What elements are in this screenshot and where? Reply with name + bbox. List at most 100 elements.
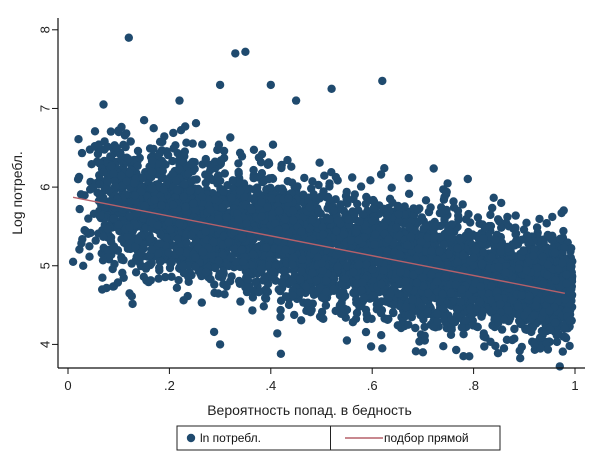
- scatter-point: [511, 211, 520, 220]
- scatter-point: [284, 300, 294, 310]
- scatter-point: [351, 227, 361, 237]
- scatter-point: [219, 187, 228, 196]
- scatter-point: [497, 223, 506, 232]
- scatter-point: [374, 257, 383, 266]
- scatter-point: [320, 171, 329, 180]
- scatter-point: [248, 293, 258, 302]
- scatter-point: [439, 342, 448, 351]
- scatter-point: [539, 328, 548, 337]
- scatter-point: [172, 283, 182, 292]
- scatter-point: [155, 149, 164, 158]
- scatter-point: [353, 199, 362, 209]
- scatter-point: [432, 277, 442, 286]
- scatter-point: [432, 309, 442, 318]
- scatter-point: [114, 220, 123, 229]
- scatter-point: [449, 203, 459, 212]
- scatter-point: [561, 332, 570, 342]
- scatter-point: [451, 280, 461, 289]
- scatter-point: [260, 274, 269, 283]
- scatter-point: [479, 248, 488, 257]
- scatter-point: [480, 223, 490, 233]
- scatter-point: [154, 274, 163, 283]
- scatter-point: [361, 327, 371, 337]
- scatter-point: [274, 285, 283, 294]
- scatter-point: [80, 191, 89, 200]
- scatter-point: [227, 193, 236, 203]
- scatter-point: [263, 287, 273, 296]
- scatter-point: [447, 315, 456, 324]
- scatter-point: [394, 210, 403, 219]
- scatter-point: [562, 270, 571, 279]
- scatter-point: [179, 192, 188, 201]
- scatter-point: [554, 329, 563, 338]
- scatter-point: [287, 239, 296, 248]
- scatter-point: [453, 257, 462, 267]
- scatter-point: [75, 204, 84, 214]
- scatter-point: [411, 347, 421, 356]
- scatter-point: [124, 154, 133, 164]
- scatter-point: [444, 249, 453, 259]
- scatter-point: [289, 253, 298, 262]
- scatter-point: [339, 230, 349, 239]
- scatter-point: [109, 169, 118, 178]
- scatter-point: [181, 202, 190, 212]
- scatter-point: [263, 160, 272, 169]
- scatter-point: [247, 205, 256, 214]
- scatter-point: [287, 277, 297, 286]
- scatter-point: [368, 291, 378, 300]
- scatter-point: [449, 297, 458, 306]
- scatter-point: [168, 156, 177, 166]
- scatter-point: [492, 313, 502, 322]
- scatter-point: [318, 266, 327, 275]
- scatter-point: [123, 232, 132, 241]
- scatter-point: [516, 354, 525, 363]
- scatter-point: [126, 137, 135, 146]
- scatter-point: [332, 226, 341, 236]
- scatter-point: [404, 173, 413, 183]
- scatter-point: [139, 272, 148, 281]
- scatter-point: [147, 245, 156, 254]
- scatter-point: [543, 270, 552, 280]
- scatter-point: [149, 124, 158, 133]
- scatter-point: [204, 243, 213, 253]
- scatter-point: [368, 265, 377, 274]
- scatter-point: [214, 214, 223, 224]
- scatter-point: [235, 279, 245, 288]
- scatter-point: [542, 219, 551, 228]
- scatter-point: [249, 165, 258, 175]
- scatter-point: [522, 218, 531, 227]
- scatter-point: [206, 205, 215, 214]
- scatter-point: [307, 305, 316, 315]
- scatter-point: [210, 195, 220, 204]
- scatter-point: [357, 286, 366, 295]
- scatter-point: [168, 169, 177, 179]
- scatter-point: [517, 342, 526, 352]
- scatter-point: [226, 253, 236, 262]
- scatter-point: [565, 341, 574, 351]
- scatter-point: [288, 206, 298, 216]
- scatter-point: [235, 148, 245, 157]
- scatter-point: [427, 270, 436, 279]
- scatter-point: [417, 256, 427, 265]
- scatter-point: [110, 259, 119, 269]
- scatter-point: [405, 222, 414, 232]
- scatter-point: [155, 263, 164, 273]
- scatter-point: [457, 323, 466, 332]
- scatter-point: [169, 144, 178, 153]
- scatter-point: [325, 179, 334, 188]
- scatter-point: [218, 250, 227, 260]
- scatter-point: [249, 145, 259, 154]
- scatter-point: [174, 164, 184, 174]
- scatter-point: [529, 251, 538, 260]
- scatter-point: [313, 252, 322, 261]
- scatter-point: [433, 317, 442, 326]
- scatter-point: [259, 226, 268, 236]
- scatter-point: [442, 187, 451, 197]
- scatter-point: [358, 210, 368, 219]
- scatter-point: [158, 166, 167, 176]
- scatter-point: [316, 283, 325, 293]
- scatter-point: [387, 183, 396, 192]
- scatter-point: [184, 169, 193, 178]
- scatter-point: [186, 159, 196, 169]
